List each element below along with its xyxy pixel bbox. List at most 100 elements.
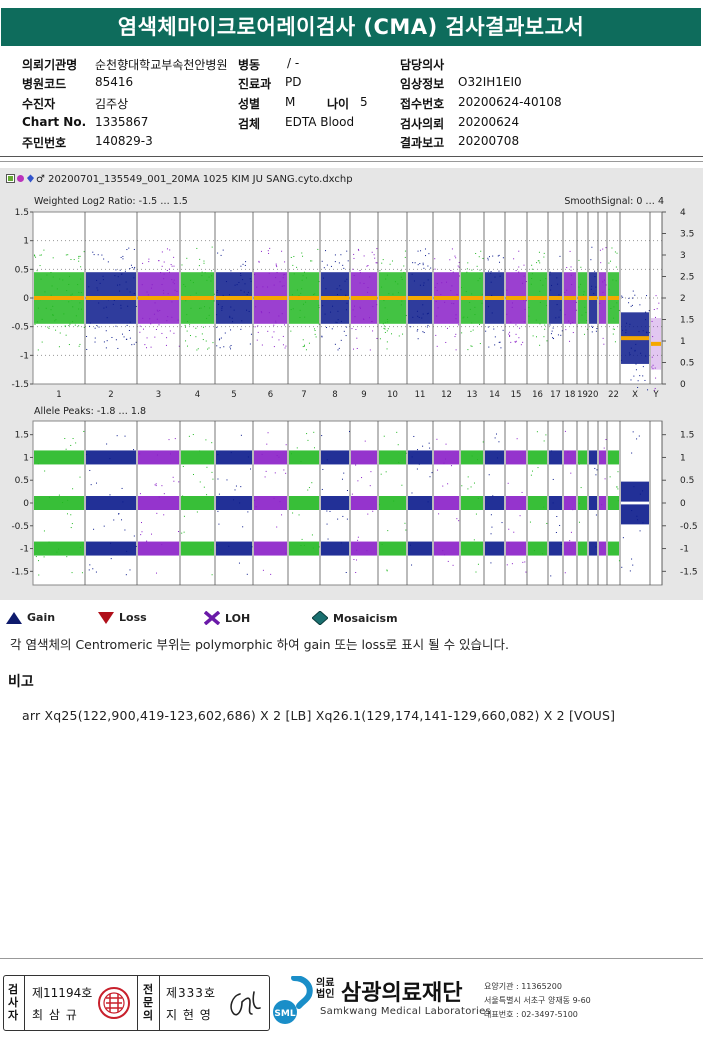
log2-ratio-point <box>230 329 232 331</box>
allele-peak-point <box>276 526 278 528</box>
log2-ratio-point <box>301 279 303 281</box>
allele-peak-point <box>381 544 383 546</box>
log2-ratio-point <box>646 331 648 333</box>
allele-peak-band <box>321 541 349 556</box>
log2-ratio-point <box>79 255 81 257</box>
log2-ratio-point <box>249 343 251 345</box>
log2-ratio-point <box>551 284 553 286</box>
log2-ratio-point <box>127 305 129 307</box>
log2-ratio-point <box>233 309 235 311</box>
specialist-license: 제333호 <box>166 986 216 1000</box>
log2-ratio-point <box>403 265 405 267</box>
log2-ratio-point <box>244 264 246 266</box>
allele-peak-point <box>226 479 228 481</box>
log2-ratio-point <box>595 286 597 288</box>
log2-ratio-point <box>89 322 91 324</box>
log2-ratio-point <box>369 276 371 278</box>
log2-ratio-point <box>141 284 143 286</box>
log2-ratio-point <box>284 274 286 276</box>
allele-peak-point <box>311 482 313 484</box>
allele-peak-band <box>528 496 547 510</box>
allele-peak-point <box>357 480 359 482</box>
log2-ratio-point <box>536 336 538 338</box>
log2-ratio-point <box>268 252 270 254</box>
allele-peak-point <box>530 474 532 476</box>
log2-ratio-point <box>347 260 349 262</box>
log2-ratio-point <box>203 262 205 264</box>
allele-peak-point <box>507 482 509 484</box>
allele-peak-point <box>642 522 644 524</box>
log2-ratio-point <box>543 252 545 254</box>
log2-ratio-point <box>493 328 495 330</box>
allele-peak-point <box>48 541 50 543</box>
brand-english: Samkwang Medical Laboratories <box>320 1006 492 1017</box>
allele-peak-point <box>329 510 331 512</box>
log2-ratio-point <box>632 290 634 292</box>
log2-ratio-point <box>453 303 455 305</box>
log2-ratio-point <box>422 262 424 264</box>
log2-ratio-point <box>510 321 512 323</box>
examinee-label: 수진자 <box>22 97 56 111</box>
allele-peak-point <box>35 556 37 558</box>
allele-peak-point <box>477 497 479 499</box>
log2-ratio-point <box>190 307 192 309</box>
log2-ratio-point <box>52 305 54 307</box>
log2-ratio-point <box>417 315 419 317</box>
log2-ratio-point <box>614 251 616 253</box>
allele-peak-point <box>341 478 343 480</box>
allele-peak-point <box>567 451 569 453</box>
allele-peak-point <box>261 453 263 455</box>
log2-ratio-point <box>549 274 551 276</box>
log2-ratio-point <box>36 270 38 272</box>
log2-ratio-point <box>43 249 45 251</box>
allele-peak-point <box>178 531 180 533</box>
department-label: 진료과 <box>238 77 272 91</box>
log2-ratio-point <box>610 260 612 262</box>
allele-peak-point <box>321 488 323 490</box>
log2-ratio-point <box>427 265 429 267</box>
allele-peak-point <box>385 471 387 473</box>
log2-ratio-point <box>498 270 500 272</box>
log2-ratio-point <box>417 338 419 340</box>
log2-ratio-point <box>302 339 304 341</box>
log2-ratio-point <box>515 324 517 326</box>
log2-ratio-point <box>648 310 650 312</box>
allele-peak-point <box>217 478 219 480</box>
log2-ratio-point <box>471 269 473 271</box>
allele-peak-point <box>211 574 213 576</box>
allele-peak-band <box>379 541 406 556</box>
log2-ratio-point <box>418 316 420 318</box>
allele-peak-point <box>596 469 598 471</box>
log2-ratio-point <box>570 323 572 325</box>
log2-ratio-point <box>181 264 183 266</box>
log2-ratio-point <box>386 341 388 343</box>
log2-ratio-point <box>371 321 373 323</box>
log2-ratio-point <box>403 271 405 273</box>
log2-ratio-point <box>163 292 165 294</box>
log2-ratio-point <box>80 278 82 280</box>
allele-peak-point <box>601 504 603 506</box>
allele-peak-point <box>355 571 357 573</box>
log2-ratio-point <box>625 332 627 334</box>
allele-peak-point <box>564 572 566 574</box>
allele-peak-point <box>155 483 157 485</box>
smooth-signal-line <box>181 296 214 300</box>
allele-peak-point <box>276 455 278 457</box>
allele-peak-band <box>408 496 432 510</box>
log2-ratio-point <box>357 248 359 250</box>
log2-ratio-point <box>303 345 305 347</box>
allele-peak-point <box>210 549 212 551</box>
log2-ratio-point <box>34 254 36 256</box>
log2-ratio-point <box>642 375 644 377</box>
log2-ratio-point <box>359 282 361 284</box>
log2-ratio-point <box>321 336 323 338</box>
log2-ratio-point <box>436 345 438 347</box>
log2-ratio-point <box>416 330 418 332</box>
log2-ratio-point <box>154 336 156 338</box>
allele-peak-point <box>638 435 640 437</box>
log2-ratio-point <box>639 375 641 377</box>
allele-peak-point <box>298 514 300 516</box>
log2-ratio-point <box>600 262 602 264</box>
log2-ratio-point <box>260 250 262 252</box>
log2-ratio-point <box>34 323 36 325</box>
